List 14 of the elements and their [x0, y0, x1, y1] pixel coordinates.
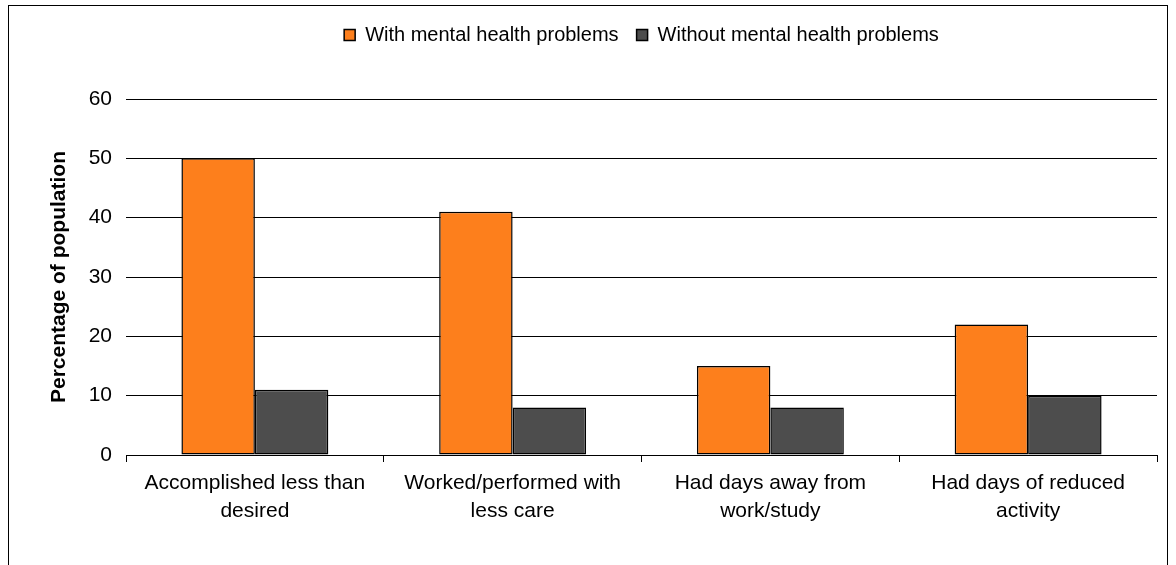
legend-label: Without mental health problems — [657, 22, 939, 45]
x-tick-label: Accomplished less than desired — [144, 469, 366, 521]
y-tick-label: 20 — [88, 323, 112, 347]
x-tick-label: Had days of reduced activity — [931, 469, 1126, 521]
y-tick-label: 0 — [100, 441, 112, 465]
y-tick-label: 40 — [88, 204, 112, 228]
legend-label: With mental health problems — [365, 22, 619, 45]
y-tick-label: 50 — [88, 145, 112, 169]
y-axis-title: Percentage of population — [46, 150, 70, 404]
y-tick-label: 10 — [88, 382, 112, 406]
x-tick-label: Worked/performed with less care — [404, 469, 621, 521]
y-tick-label: 30 — [88, 263, 112, 287]
y-tick-label: 60 — [88, 85, 112, 109]
x-tick-label: Had days away from work/study — [674, 469, 867, 521]
